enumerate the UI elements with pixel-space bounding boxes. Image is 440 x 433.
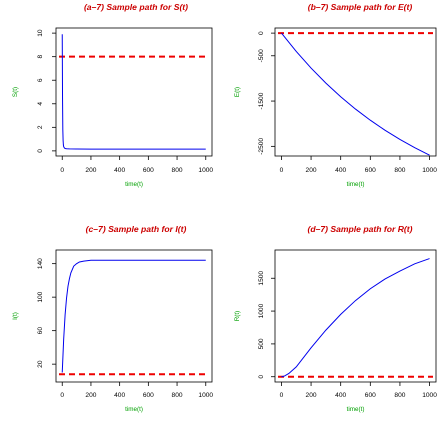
y-tick-label: 8 [37,55,44,59]
x-tick-label: 200 [85,167,96,174]
series-line [61,259,206,373]
x-tick-label: 200 [306,392,317,399]
y-tick-label: 100 [37,291,44,302]
x-tick-label: 800 [394,392,405,399]
x-tick-label: 0 [60,392,64,399]
y-tick-label: -2500 [258,138,265,155]
y-axis-label: E(t) [234,87,241,97]
x-tick-label: 200 [85,392,96,399]
x-tick-label: 1000 [198,392,213,399]
y-tick-label: 1500 [258,271,265,286]
y-tick-label: 500 [258,338,265,349]
x-tick-label: 600 [365,167,376,174]
chart-title: (b–7) Sample path for E(t) [308,2,413,12]
x-tick-label: 400 [335,167,346,174]
x-axis-label: time(t) [347,181,365,188]
x-tick-label: 200 [306,167,317,174]
y-axis-label: R(t) [234,311,241,322]
chart-title: (d–7) Sample path for R(t) [307,224,412,234]
x-tick-label: 400 [335,392,346,399]
plot-border [55,249,213,383]
y-axis-label: I(t) [12,312,19,320]
series-line [281,258,430,378]
y-tick-label: 140 [37,258,44,269]
x-tick-label: 400 [114,167,125,174]
x-tick-label: 800 [172,392,183,399]
x-tick-label: 0 [280,392,284,399]
chart-title: (a–7) Sample path for S(t) [84,2,188,12]
x-tick-label: 1000 [422,167,437,174]
chart-panel-3: 0 200 400 600 800 1000 20 60 100 140 (c–7) Sample … [12,224,213,413]
chart-panel-2: 0 200 400 600 800 1000 0 -500 -1500 -2500 (b–7) Sa… [234,2,437,188]
x-axis-label: time(t) [125,406,143,413]
plot-border [274,27,437,157]
x-tick-label: 1000 [422,392,437,399]
chart-panel-4: 0 200 400 600 800 1000 0 500 1000 1500 (d–7) Sampl… [234,224,437,413]
chart-title: (c–7) Sample path for I(t) [86,224,187,234]
x-tick-label: 800 [394,167,405,174]
y-tick-label: 0 [258,375,265,379]
y-tick-label: 6 [37,78,44,82]
y-tick-label: 0 [37,149,44,153]
x-tick-label: 800 [172,167,183,174]
plot-border [274,249,437,383]
y-tick-label: 2 [37,125,44,129]
y-tick-label: 0 [258,31,265,35]
y-tick-label: 20 [37,360,44,368]
x-tick-label: 400 [114,392,125,399]
plot-border [55,27,213,157]
x-tick-label: 600 [143,392,154,399]
x-tick-label: 600 [365,392,376,399]
y-tick-label: 4 [37,102,44,106]
series-line [281,32,430,156]
x-tick-label: 0 [280,167,284,174]
x-tick-label: 0 [60,167,64,174]
y-tick-label: 60 [37,327,44,335]
series-line [61,34,206,150]
x-tick-label: 1000 [198,167,213,174]
y-tick-label: -1500 [258,92,265,109]
y-tick-label: 1000 [258,303,265,318]
x-axis-label: time(t) [347,406,365,413]
y-tick-label: -500 [258,49,265,63]
y-tick-label: 10 [37,29,44,37]
chart-panel-1: 0 200 400 600 800 1000 0 2 4 6 8 10 (a–7) Sample pat… [12,2,213,188]
x-tick-label: 600 [143,167,154,174]
y-axis-label: S(t) [12,87,19,97]
x-axis-label: time(t) [125,181,143,188]
